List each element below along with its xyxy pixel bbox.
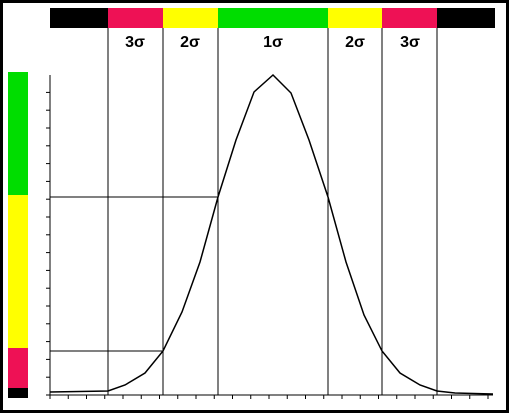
left-band [8, 72, 28, 398]
band-green [218, 8, 328, 28]
band-yellow [163, 8, 218, 28]
top-band [50, 8, 495, 28]
normal-curve [49, 73, 494, 395]
sigma-label: 2σ [180, 34, 200, 51]
band-black [8, 388, 28, 398]
band-red [382, 8, 437, 28]
band-red [8, 348, 28, 388]
guides [50, 28, 438, 395]
axes [46, 75, 493, 399]
sigma-label: 1σ [263, 34, 283, 51]
band-red [108, 8, 163, 28]
sigma-label: 3σ [125, 34, 145, 51]
band-black [50, 8, 108, 28]
sigma-label: 3σ [400, 34, 420, 51]
sigma-label: 2σ [345, 34, 365, 51]
band-yellow [8, 195, 28, 348]
band-green [8, 72, 28, 195]
band-yellow [328, 8, 382, 28]
band-black [437, 8, 495, 28]
